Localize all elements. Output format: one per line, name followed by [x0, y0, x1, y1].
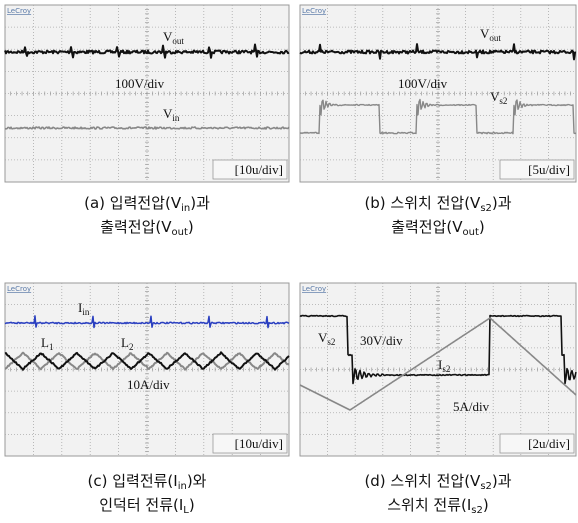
caption-line: (d) 스위치 전압(Vs2)과 [364, 472, 511, 492]
label-main: L [121, 335, 129, 350]
caption-text: (b) 스위치 전압(V [364, 194, 481, 212]
caption-line: (b) 스위치 전압(Vs2)과 [364, 194, 511, 214]
caption-text: 출력전압(V [391, 218, 463, 236]
trace-label: 10A/div [127, 377, 170, 392]
caption-line: 스위치 전류(Is2) [387, 496, 488, 516]
label-sub: out [489, 33, 501, 43]
label-sub: s2 [499, 96, 507, 106]
caption-text: )와 [187, 472, 207, 490]
caption-line: (a) 입력전압(Vin)과 [84, 194, 210, 214]
label-main: 10A/div [127, 377, 170, 392]
caption-text: )과 [190, 194, 210, 212]
caption-sub: out [463, 227, 479, 238]
caption-sub: in [178, 481, 187, 492]
caption-text: )과 [492, 472, 512, 490]
label-sub: in [172, 113, 180, 123]
label-sub: s2 [327, 337, 335, 347]
caption-sub: out [172, 227, 188, 238]
caption-line: 출력전압(Vout) [100, 218, 194, 238]
caption-text: ) [188, 218, 194, 236]
label-sub: in [82, 307, 90, 317]
trace-label: 5A/div [453, 399, 490, 414]
caption-text: 출력전압(V [100, 218, 172, 236]
label-sub: s2 [442, 364, 450, 374]
label-sub: 1 [49, 342, 54, 352]
brand-label: LeCroy [302, 285, 326, 293]
caption-line: 출력전압(Vout) [391, 218, 485, 238]
figure: LeCroyVout100V/divVin[10u/div](a) 입력전압(V… [0, 0, 578, 523]
brand-label: LeCroy [7, 7, 31, 15]
caption-sub: s2 [480, 203, 492, 214]
timebase-label: [10u/div] [235, 162, 283, 177]
trace-label: 100V/div [115, 76, 165, 91]
caption-line: 인덕터 전류(IL) [99, 496, 194, 516]
brand-label: LeCroy [302, 7, 326, 15]
label-main: 100V/div [115, 76, 165, 91]
label-main: L [41, 335, 49, 350]
caption-sub: s2 [480, 481, 492, 492]
caption-sub: in [181, 203, 190, 214]
caption-text: ) [189, 496, 195, 514]
trace-label: 30V/div [360, 333, 403, 348]
caption-text: 스위치 전류(I [387, 496, 471, 514]
caption-line: (c) 입력전류(Iin)와 [88, 472, 207, 492]
label-main: 100V/div [398, 76, 448, 91]
caption-text: 인덕터 전류(I [99, 496, 183, 514]
caption-text: (c) 입력전류(I [88, 472, 178, 490]
brand-label: LeCroy [7, 285, 31, 293]
timebase-label: [10u/div] [235, 436, 283, 451]
label-main: 5A/div [453, 399, 490, 414]
caption-text: ) [479, 218, 485, 236]
caption-text: (d) 스위치 전압(V [364, 472, 481, 490]
caption-text: ) [483, 496, 489, 514]
label-sub: 2 [129, 342, 134, 352]
caption-text: (a) 입력전압(V [84, 194, 182, 212]
label-main: 30V/div [360, 333, 403, 348]
timebase-label: [2u/div] [528, 436, 570, 451]
trace-label: 100V/div [398, 76, 448, 91]
label-sub: out [172, 36, 184, 46]
timebase-label: [5u/div] [528, 162, 570, 177]
caption-sub: s2 [471, 505, 483, 516]
caption-text: )과 [492, 194, 512, 212]
